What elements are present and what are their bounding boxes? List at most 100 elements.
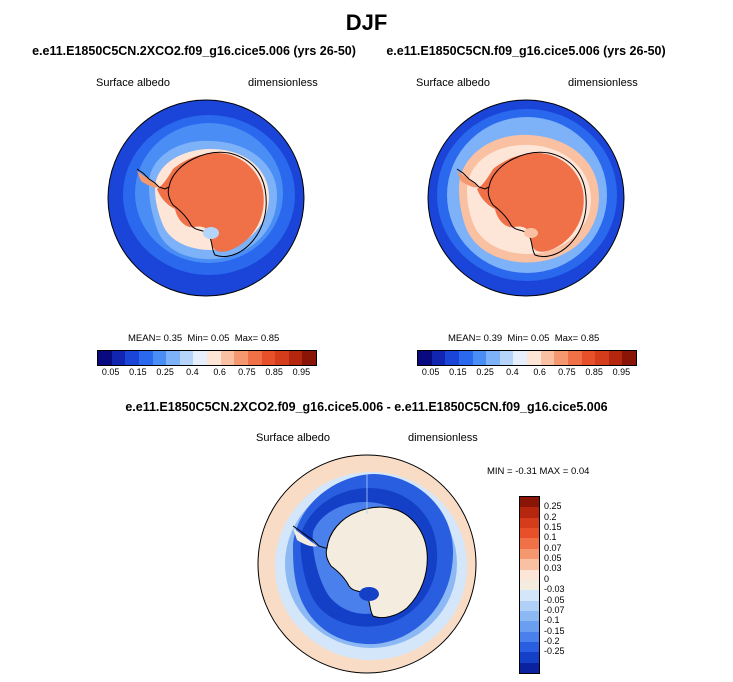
panel-1-colorbar-tick-label: 0.95	[292, 367, 311, 377]
diff-colorbar-bin	[520, 610, 539, 622]
panel-1-colorbar-bin	[125, 351, 139, 365]
panel-2-colorbar-tick-label: 0.75	[558, 367, 576, 377]
diff-colorbar-tick-label: 0.15	[544, 522, 562, 533]
panel-2-colorbar-bin	[458, 351, 473, 365]
panel-1-colorbar-bin	[247, 351, 262, 365]
panel-1-colorbar-bin	[234, 351, 248, 365]
diff-colorbar-bin	[520, 497, 539, 508]
panel-1-colorbar	[97, 350, 317, 366]
panel-2-colorbar-tick-label: 0.25	[476, 367, 494, 377]
diff-polar-map	[257, 454, 477, 674]
panel-1-colorbar-bin	[152, 351, 167, 365]
panel-2-variable: Surface albedo	[416, 77, 490, 89]
panel-1-colorbar-bin	[98, 351, 112, 365]
diff-colorbar-tick-label: 0.25	[544, 501, 562, 512]
diff-colorbar-bin	[520, 642, 539, 653]
panel-1-colorbar-tick-label: 0.25	[156, 367, 174, 377]
diff-colorbar-bin	[520, 600, 539, 611]
diff-colorbar-bin	[520, 652, 539, 663]
panel-2-colorbar-bin	[581, 351, 596, 365]
diff-colorbar-bin	[520, 559, 539, 570]
panel-2-units: dimensionless	[568, 77, 638, 89]
panel-1-colorbar-bin	[207, 351, 221, 365]
panel-1-colorbar-bin	[261, 351, 276, 365]
panel-1-colorbar-bin	[288, 351, 303, 365]
diff-colorbar-tick-label: 0.03	[544, 563, 562, 574]
panel-2-colorbar-bin	[499, 351, 514, 365]
diff-minmax: MIN = -0.31 MAX = 0.04	[487, 466, 590, 477]
diff-colorbar-bin	[520, 621, 539, 632]
panel-1-colorbar-tick-label: 0.4	[186, 367, 199, 377]
panel-1-title: e.e11.E1850C5CN.2XCO2.f09_g16.cice5.006 …	[32, 44, 356, 58]
panel-1-stats: MEAN= 0.35 Min= 0.05 Max= 0.85	[128, 333, 280, 344]
page-title: DJF	[345, 10, 388, 35]
diff-colorbar-tick-label: -0.25	[544, 646, 565, 657]
diff-colorbar-labels: 0.25 0.2 0.15 0.1 0.07 0.05 0.03 0 -0.03 -0.05 -0.…	[544, 496, 584, 672]
panel-1-colorbar-bin	[166, 351, 180, 365]
diff-colorbar-tick-label: -0.1	[544, 615, 560, 626]
diff-colorbar-tick-label: 0.07	[544, 542, 562, 553]
diff-colorbar-tick-label: 0.05	[544, 553, 562, 564]
panel-1-polar-map	[107, 99, 305, 297]
panel-2-title: e.e11.E1850C5CN.f09_g16.cice5.006 (yrs 2…	[386, 44, 666, 58]
diff-colorbar-bin	[520, 548, 539, 560]
panel-2-colorbar-bin	[486, 351, 500, 365]
panel-1-colorbar-bin	[275, 351, 289, 365]
panel-2-colorbar-labels: 0.05 0.15 0.25 0.4 0.6 0.75 0.85 0.95	[417, 367, 637, 379]
diff-colorbar-bin	[520, 590, 539, 601]
diff-colorbar-bin	[520, 528, 539, 539]
diff-colorbar-tick-label: -0.03	[544, 584, 565, 595]
panel-1-colorbar-tick-label: 0.85	[265, 367, 283, 377]
panel-1-colorbar-tick-label: 0.6	[213, 367, 226, 377]
diff-colorbar-bin	[520, 631, 539, 643]
diff-colorbar-tick-label: -0.2	[544, 635, 560, 646]
panel-2-colorbar-bin	[527, 351, 541, 365]
panel-2-colorbar-bin	[418, 351, 432, 365]
diff-colorbar-tick-label: -0.15	[544, 625, 565, 636]
panel-1-colorbar-bin	[138, 351, 153, 365]
panel-2-colorbar-tick-label: 0.6	[533, 367, 546, 377]
diff-colorbar-tick-label: 0.2	[544, 511, 557, 522]
panel-2-polar-map	[427, 99, 625, 297]
panel-2-stats: MEAN= 0.39 Min= 0.05 Max= 0.85	[448, 333, 600, 344]
diff-colorbar-tick-label: 0	[544, 573, 550, 584]
panel-2-colorbar-bin	[608, 351, 623, 365]
panel-2-colorbar-bin	[472, 351, 487, 365]
panel-2-colorbar-bin	[540, 351, 555, 365]
panel-2-colorbar-bin	[622, 351, 636, 365]
panel-1-colorbar-tick-label: 0.05	[101, 367, 120, 377]
panel-1-colorbar-bin	[111, 351, 126, 365]
panel-2-colorbar-bin	[445, 351, 459, 365]
panel-1-colorbar-bin	[220, 351, 235, 365]
panel-2-colorbar-tick-label: 0.85	[585, 367, 603, 377]
panel-1-colorbar-bin	[302, 351, 316, 365]
diff-variable: Surface albedo	[256, 432, 330, 444]
diff-colorbar-bin	[520, 569, 539, 580]
panel-1-colorbar-tick-label: 0.15	[129, 367, 147, 377]
diff-colorbar	[519, 496, 540, 674]
panel-2-colorbar-tick-label: 0.4	[506, 367, 519, 377]
diff-colorbar-bin	[520, 517, 539, 529]
diff-colorbar-bin	[520, 579, 539, 591]
panel-2-colorbar-tick-label: 0.15	[449, 367, 467, 377]
panel-1-colorbar-tick-label: 0.75	[238, 367, 256, 377]
panel-2-colorbar-bin	[567, 351, 582, 365]
diff-colorbar-tick-label: 0.1	[544, 532, 557, 543]
panel-2-colorbar-bin	[554, 351, 568, 365]
diff-colorbar-tick-label: -0.07	[544, 604, 565, 615]
panel-1-colorbar-labels: 0.05 0.15 0.25 0.4 0.6 0.75 0.85 0.95	[97, 367, 317, 379]
diff-colorbar-bin	[520, 538, 539, 549]
diff-colorbar-tick-label: -0.05	[544, 594, 565, 605]
diff-title: e.e11.E1850C5CN.2XCO2.f09_g16.cice5.006 …	[125, 400, 608, 414]
panel-1-units: dimensionless	[248, 77, 318, 89]
diff-colorbar-bin	[520, 662, 539, 674]
panel-2-colorbar-tick-label: 0.95	[612, 367, 631, 377]
panel-2-colorbar	[417, 350, 637, 366]
diff-colorbar-bin	[520, 507, 539, 518]
diff-units: dimensionless	[408, 432, 478, 444]
panel-1-variable: Surface albedo	[96, 77, 170, 89]
panel-2-colorbar-bin	[595, 351, 609, 365]
panel-2-colorbar-bin	[431, 351, 446, 365]
panel-1-colorbar-bin	[179, 351, 194, 365]
panel-2-colorbar-tick-label: 0.05	[421, 367, 440, 377]
